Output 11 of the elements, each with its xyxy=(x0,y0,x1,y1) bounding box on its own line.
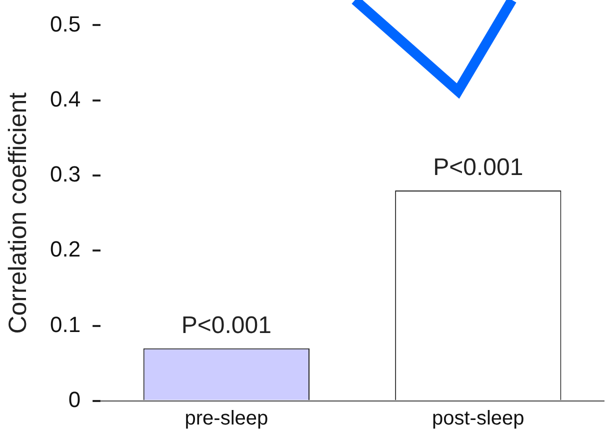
x-tick-label: pre-sleep xyxy=(184,408,268,430)
y-tick-label: 0.1 xyxy=(50,312,81,337)
annotation: P<0.001 xyxy=(433,154,524,182)
y-tick-label: 0.5 xyxy=(50,11,81,36)
y-tick-label: 0.2 xyxy=(50,236,81,262)
annotation: P<0.001 xyxy=(181,312,272,340)
x-tick-label: post-sleep xyxy=(432,408,524,430)
y-tick-label: 0.4 xyxy=(50,86,81,112)
y-tick-label: 0 xyxy=(68,387,81,412)
y-axis-title: Correlation coefficient xyxy=(4,92,32,334)
y-tick-label: 0.3 xyxy=(50,162,81,187)
